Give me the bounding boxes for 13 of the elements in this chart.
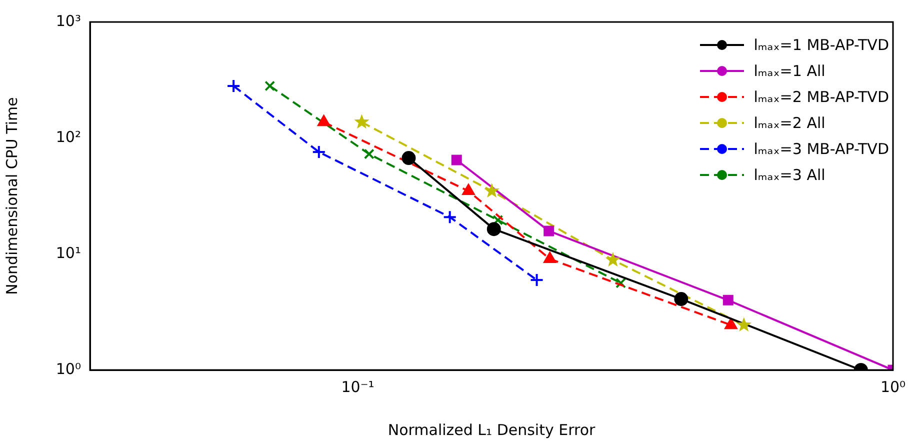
legend-label: lₘₐₓ=2 All	[754, 113, 826, 134]
x-axis-title: Normalized L₁ Density Error	[388, 420, 596, 439]
x-tick-label: 10⁻¹	[341, 378, 374, 396]
y-axis-title: Nondimensional CPU Time	[2, 97, 21, 295]
legend-label: lₘₐₓ=1 MB-AP-TVD	[754, 35, 889, 56]
y-tick-label: 10¹	[56, 244, 81, 262]
legend-label: lₘₐₓ=2 MB-AP-TVD	[754, 87, 889, 108]
legend-label: lₘₐₓ=1 All	[754, 61, 826, 82]
legend-label: lₘₐₓ=3 All	[754, 165, 826, 186]
legend-label: lₘₐₓ=3 MB-AP-TVD	[754, 139, 889, 160]
y-tick-label: 10⁰	[56, 360, 81, 378]
y-tick-label: 10²	[56, 128, 81, 146]
y-tick-label: 10³	[56, 12, 81, 30]
